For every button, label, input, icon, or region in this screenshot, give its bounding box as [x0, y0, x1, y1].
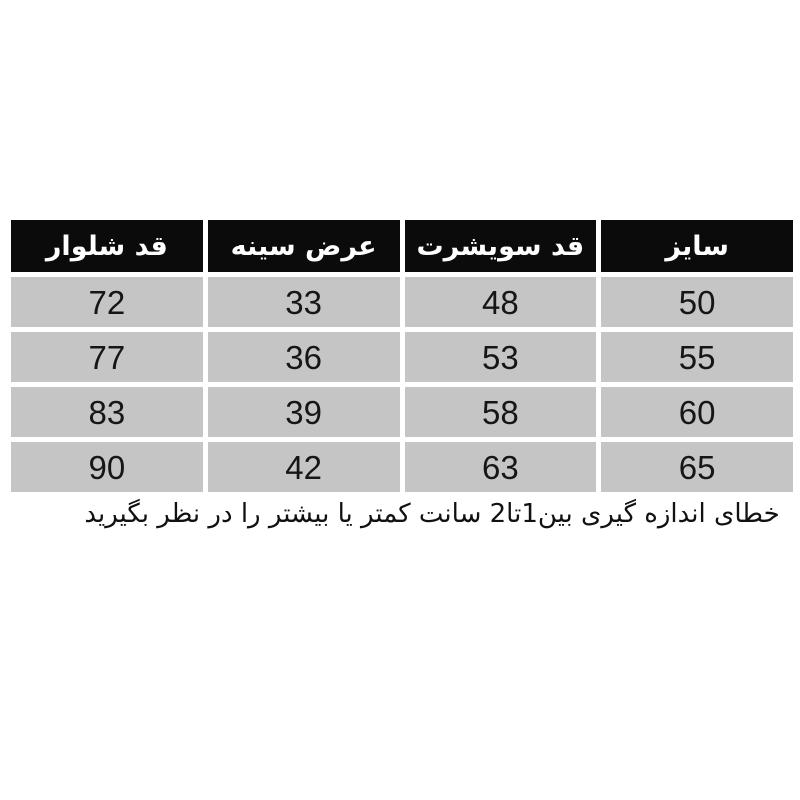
table-cell-r1-sweatshirt-length: 53 — [404, 332, 597, 382]
table-cell-r0-chest-width: 33 — [207, 277, 400, 327]
table-cell-r1-pants-length: 77 — [11, 332, 203, 382]
table-cell-r2-sweatshirt-length: 58 — [404, 387, 597, 437]
table-cell-r2-pants-length: 83 — [11, 387, 203, 437]
table-cell-r3-sweatshirt-length: 63 — [404, 442, 597, 492]
header-cell-size: سایز — [601, 220, 793, 272]
header-cell-sweatshirt-length: قد سویشرت — [404, 220, 597, 272]
table-cell-r0-size: 50 — [601, 277, 793, 327]
table-cell-r0-pants-length: 72 — [11, 277, 203, 327]
table-cell-r3-pants-length: 90 — [11, 442, 203, 492]
measurement-tolerance-note: خطای اندازه گیری بین1تا2 سانت کمتر یا بی… — [84, 499, 780, 529]
header-cell-chest-width: عرض سینه — [207, 220, 400, 272]
table-cell-r3-chest-width: 42 — [207, 442, 400, 492]
header-cell-pants-length: قد شلوار — [11, 220, 203, 272]
table-cell-r1-chest-width: 36 — [207, 332, 400, 382]
size-chart-table: سایز قد سویشرت عرض سینه قد شلوار 50 48 3… — [11, 220, 793, 492]
table-cell-r2-size: 60 — [601, 387, 793, 437]
table-cell-r1-size: 55 — [601, 332, 793, 382]
table-cell-r3-size: 65 — [601, 442, 793, 492]
table-cell-r0-sweatshirt-length: 48 — [404, 277, 597, 327]
table-cell-r2-chest-width: 39 — [207, 387, 400, 437]
